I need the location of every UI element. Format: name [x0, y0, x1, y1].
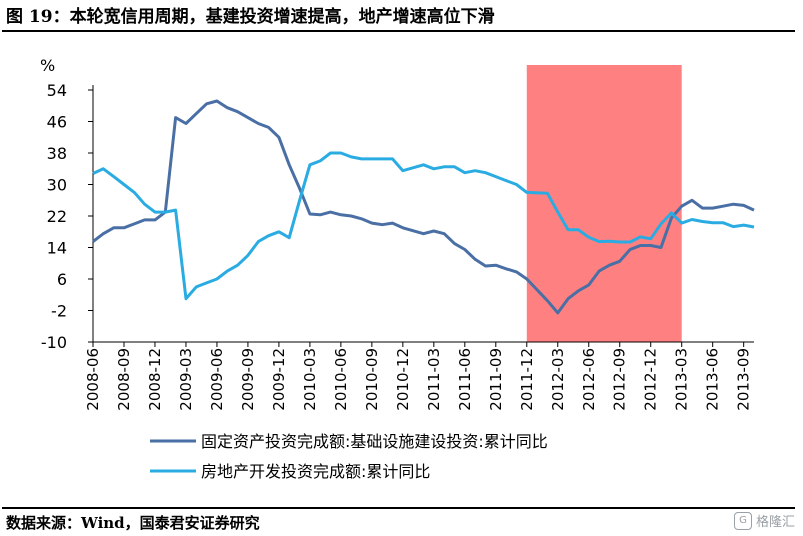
x-tick-label: 2010-06 — [332, 348, 350, 411]
x-tick-label: 2011-12 — [518, 348, 536, 411]
title-rule — [2, 30, 795, 32]
x-tick-label: 2008-12 — [146, 348, 164, 411]
source-rule — [2, 507, 795, 509]
x-tick-label: 2008-09 — [115, 348, 133, 411]
x-tick-label: 2009-03 — [177, 348, 195, 411]
x-tick-label: 2012-03 — [549, 348, 567, 411]
y-tick-label: -2 — [51, 302, 67, 321]
y-tick-label: 54 — [47, 81, 67, 100]
source-note: 数据来源：Wind，国泰君安证券研究 — [6, 514, 260, 532]
legend-label-1: 固定资产投资完成额:基础设施建设投资:累计同比 — [201, 432, 548, 451]
x-tick-label: 2009-09 — [239, 348, 257, 411]
x-tick-label: 2013-06 — [704, 348, 722, 411]
watermark: G 格隆汇 — [733, 511, 795, 530]
x-tick-label: 2011-09 — [487, 348, 505, 411]
highlight-band — [526, 65, 682, 342]
watermark-text: 格隆汇 — [755, 515, 795, 530]
highlight-layer — [526, 65, 682, 342]
x-tick-label: 2012-09 — [611, 348, 629, 411]
x-tick-label: 2013-09 — [735, 348, 753, 411]
y-tick-label: 14 — [47, 239, 67, 258]
x-tick-label: 2010-12 — [394, 348, 412, 411]
y-tick-label: -10 — [41, 333, 67, 352]
y-tick-label: 22 — [47, 207, 67, 226]
x-tick-label: 2012-06 — [580, 348, 598, 411]
y-tick-label: 46 — [47, 113, 67, 132]
y-tick-label: 30 — [47, 176, 67, 195]
x-tick-label: 2013-03 — [673, 348, 691, 411]
x-tick-label: 2009-12 — [270, 348, 288, 411]
x-tick-label: 2008-06 — [84, 348, 102, 411]
axes-layer: % 54 46 38 30 22 14 6 -2 -10 2008-06 2008-09 2008-12… — [40, 56, 754, 411]
legend-label-2: 房地产开发投资完成额:累计同比 — [201, 462, 430, 481]
y-axis-unit: % — [40, 56, 55, 75]
x-tick-label: 2011-06 — [456, 348, 474, 411]
x-tick-label: 2011-03 — [425, 348, 443, 411]
series-layer — [92, 99, 755, 315]
x-tick-label: 2009-06 — [208, 348, 226, 411]
line-chart: % 54 46 38 30 22 14 6 -2 -10 2008-06 2008-09 2008-12… — [40, 56, 755, 481]
x-tick-label: 2010-09 — [363, 348, 381, 411]
x-tick-label: 2012-12 — [642, 348, 660, 411]
series-line-1 — [92, 99, 755, 315]
series-line-2 — [92, 151, 755, 301]
logo-icon: G — [733, 511, 752, 530]
x-tick-label: 2010-03 — [301, 348, 319, 411]
y-tick-label: 6 — [57, 270, 67, 289]
y-tick-label: 38 — [47, 144, 67, 163]
figure-title: 图 19：本轮宽信用周期，基建投资增速提高，地产增速高位下滑 — [6, 7, 495, 27]
